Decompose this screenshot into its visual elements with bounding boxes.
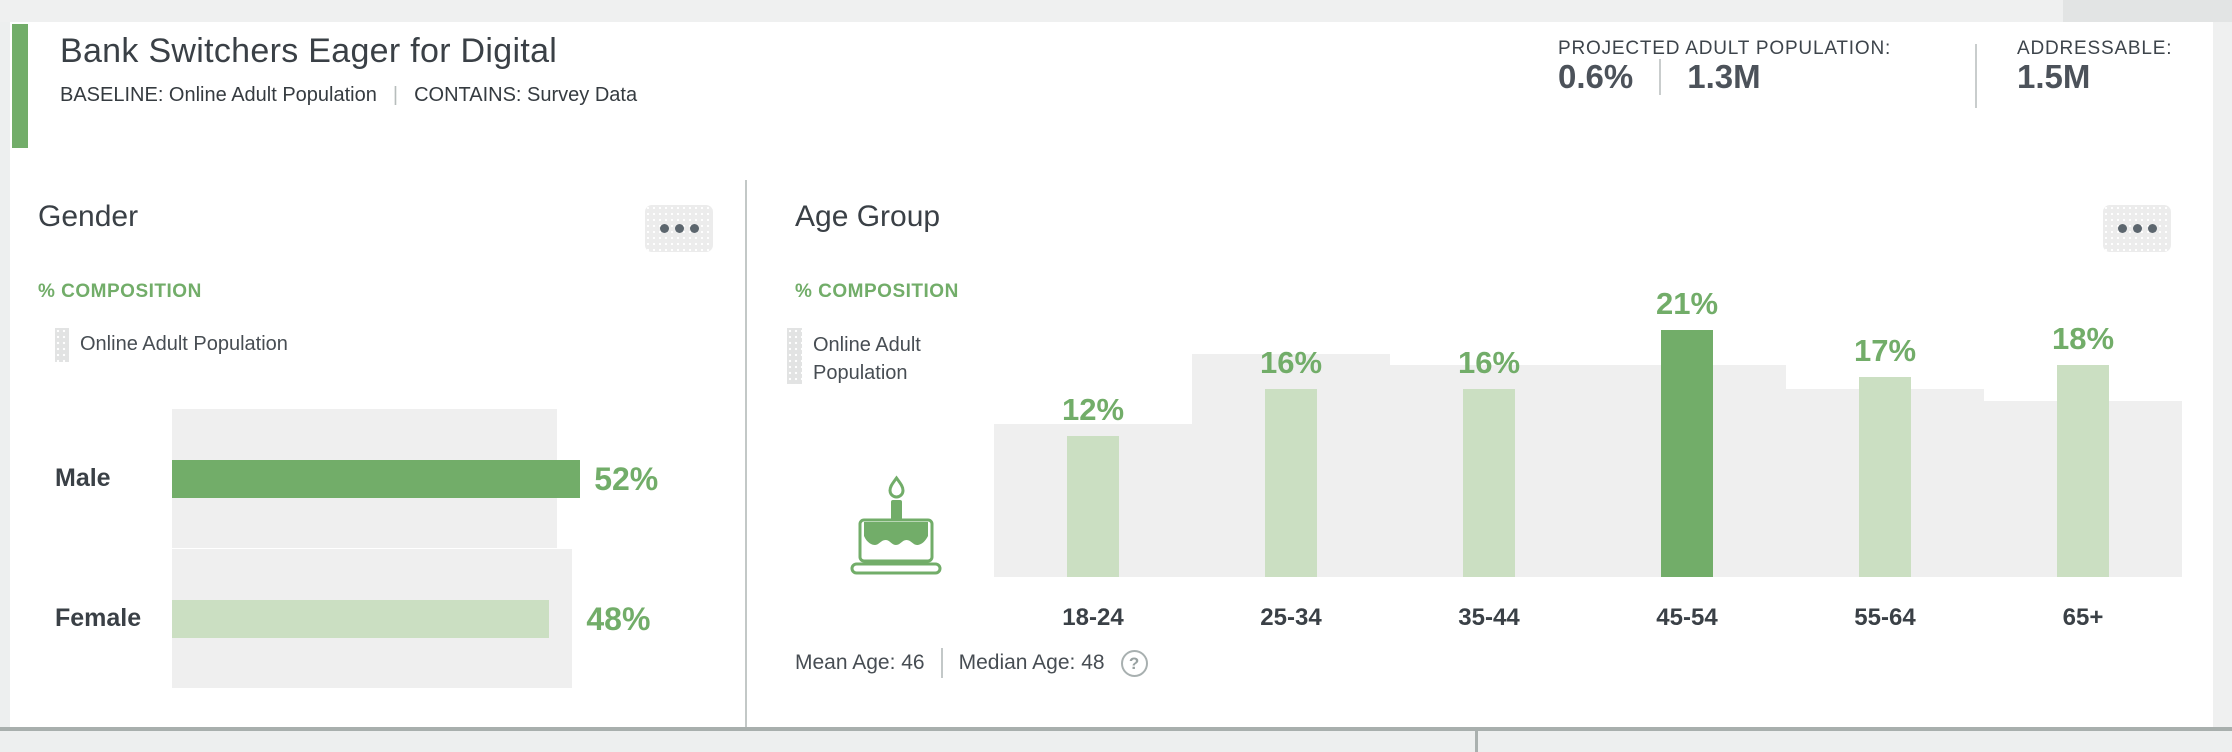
age-value-label: 18% [2051, 321, 2115, 356]
top-scrollbar-region[interactable] [2063, 0, 2232, 22]
gender-row-male: Male 52% [38, 409, 698, 548]
baseline-legend-label: Online Adult Population [813, 331, 921, 387]
age-column-45-54: 21% [1588, 286, 1786, 577]
gender-bar-female[interactable] [172, 600, 549, 638]
projected-population-label: PROJECTED ADULT POPULATION: [1558, 38, 1892, 59]
age-axis-labels: 18-24 25-34 35-44 45-54 55-64 65+ [994, 604, 2182, 632]
gender-category-label: Female [55, 604, 142, 632]
age-column-65+: 18% [1984, 300, 2182, 577]
age-axis-label-45-54: 45-54 [1656, 604, 1718, 631]
header-stats-divider [1975, 44, 1977, 108]
age-bar-35-44[interactable] [1463, 389, 1515, 577]
audience-subtitle: BASELINE: Online Adult Population | CONTAI… [60, 84, 637, 107]
addressable-label: ADDRESSABLE: [2017, 38, 2173, 59]
page-right-margin [2213, 22, 2232, 727]
ellipsis-icon [689, 224, 699, 233]
age-axis-label-25-34: 25-34 [1260, 604, 1322, 631]
gender-value-label: 52% [594, 461, 659, 497]
age-metric-label: % COMPOSITION [795, 281, 959, 302]
age-group-chart: 12% 16% 16% 21% 17% 18% [994, 286, 2182, 577]
page-top-margin [0, 0, 2232, 22]
baseline-text: BASELINE: Online Adult Population [60, 84, 377, 106]
gender-category-label: Male [55, 464, 111, 492]
ellipsis-icon [2117, 224, 2127, 233]
projected-percent-value: 0.6% [1558, 58, 1634, 95]
age-value-label: 12% [1061, 392, 1125, 427]
age-axis-label-55-64: 55-64 [1854, 604, 1916, 631]
age-column-25-34: 16% [1192, 300, 1390, 577]
baseline-legend-swatch [55, 328, 69, 362]
age-value-label: 21% [1655, 286, 1719, 321]
gender-chart: Male 52% Female 48% [38, 409, 698, 689]
addressable-value: 1.5M [2017, 58, 2091, 95]
ellipsis-icon [2147, 224, 2157, 233]
age-panel-title: Age Group [795, 200, 941, 233]
baseline-legend-label: Online Adult Population [80, 333, 288, 355]
age-column-55-64: 17% [1786, 300, 1984, 577]
age-column-18-24: 12% [994, 300, 1192, 577]
age-value-label: 17% [1853, 333, 1917, 368]
ellipsis-icon [659, 224, 669, 233]
gender-row-female: Female 48% [38, 549, 698, 688]
gender-bar-male[interactable] [172, 460, 580, 498]
age-axis-label-35-44: 35-44 [1458, 604, 1520, 631]
panel-divider [745, 180, 747, 727]
page-title: Bank Switchers Eager for Digital [60, 32, 558, 70]
median-age-text: Median Age: 48 [958, 651, 1105, 674]
projected-population-values: 0.6% 1.3M [1558, 58, 1761, 96]
age-axis-label-18-24: 18-24 [1062, 604, 1124, 631]
age-column-35-44: 16% [1390, 300, 1588, 577]
age-bar-45-54[interactable] [1661, 330, 1713, 577]
birthday-cake-icon [845, 474, 945, 583]
gender-value-label: 48% [586, 601, 651, 637]
baseline-legend-swatch [787, 328, 802, 384]
age-bar-65+[interactable] [2057, 365, 2109, 577]
age-bar-18-24[interactable] [1067, 436, 1119, 577]
help-icon[interactable]: ? [1120, 649, 1148, 677]
row-divider [0, 727, 2232, 731]
ellipsis-icon [674, 224, 684, 233]
mean-age-text: Mean Age: 46 [795, 651, 925, 674]
gender-panel-title: Gender [38, 200, 139, 233]
contains-text: CONTAINS: Survey Data [414, 84, 638, 106]
legend-line1: Online Adult [813, 334, 921, 356]
age-bar-25-34[interactable] [1265, 389, 1317, 577]
age-axis-label-65+: 65+ [2062, 604, 2104, 631]
next-row-panel-divider [1475, 731, 1478, 752]
gender-metric-label: % COMPOSITION [38, 281, 202, 302]
gender-panel-menu-button[interactable] [645, 205, 713, 252]
footer-divider [940, 648, 943, 678]
age-bar-55-64[interactable] [1859, 377, 1911, 577]
age-value-label: 16% [1457, 345, 1521, 380]
stat-value-divider [1659, 59, 1662, 95]
age-value-label: 16% [1259, 345, 1323, 380]
ellipsis-icon [2132, 224, 2142, 233]
subtitle-pipe: | [392, 84, 399, 106]
projected-count-value: 1.3M [1687, 58, 1761, 95]
age-panel-menu-button[interactable] [2103, 205, 2171, 252]
audience-accent-bar [12, 24, 28, 148]
age-stats-footer: Mean Age: 46 Median Age: 48 ? [795, 648, 1148, 678]
legend-line2: Population [813, 362, 908, 384]
